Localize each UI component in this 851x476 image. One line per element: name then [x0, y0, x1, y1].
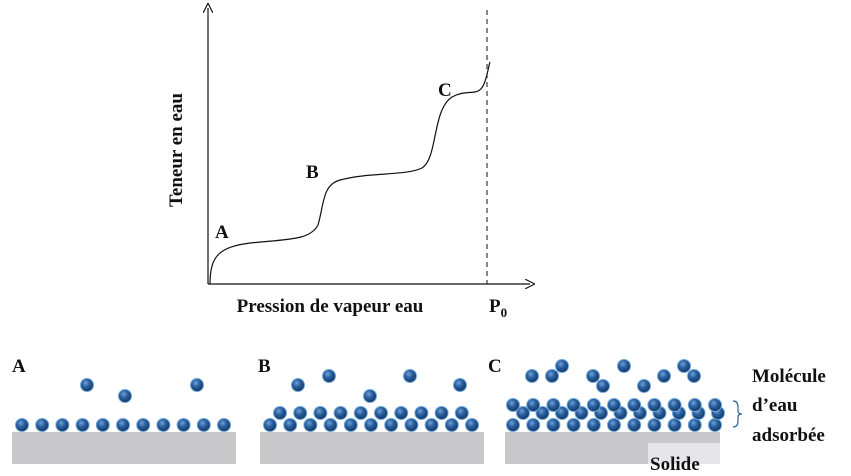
p0-sub: 0	[501, 305, 508, 320]
water-molecule	[196, 418, 211, 432]
water-molecule	[404, 418, 419, 432]
water-molecule	[596, 379, 610, 393]
water-molecule	[647, 418, 662, 432]
panel-label: A	[12, 356, 26, 377]
water-molecule	[687, 398, 702, 412]
legend-text: Molécule	[752, 366, 826, 387]
water-molecule	[80, 378, 94, 392]
water-molecule	[586, 418, 601, 432]
water-molecule	[322, 369, 336, 383]
water-molecule	[333, 406, 348, 420]
water-molecule	[293, 406, 308, 420]
water-molecule	[414, 406, 429, 420]
solid	[260, 432, 484, 464]
water-molecule	[291, 378, 305, 392]
water-molecule	[607, 418, 621, 432]
water-molecule	[434, 406, 449, 420]
water-molecule	[217, 418, 231, 432]
water-molecule	[384, 418, 399, 432]
water-molecule	[273, 406, 287, 420]
water-molecule	[546, 398, 561, 412]
solid	[12, 432, 236, 464]
brace	[732, 400, 743, 428]
water-molecule	[526, 398, 541, 412]
water-molecule	[95, 418, 110, 432]
water-molecule	[394, 406, 409, 420]
water-molecule	[403, 369, 417, 383]
water-molecule	[545, 369, 559, 383]
water-molecule	[444, 418, 459, 432]
water-molecule	[116, 418, 130, 432]
panel-label: C	[488, 356, 502, 377]
water-molecule	[263, 418, 277, 432]
water-molecule	[313, 406, 328, 420]
water-molecule	[75, 418, 90, 432]
water-molecule	[708, 398, 722, 412]
water-molecule	[353, 406, 368, 420]
water-molecule	[687, 418, 702, 432]
panel-label: B	[258, 356, 271, 377]
water-molecule	[687, 369, 701, 383]
water-molecule	[118, 389, 132, 403]
water-molecule	[454, 406, 469, 420]
water-molecule	[35, 418, 50, 432]
water-molecule	[667, 398, 682, 412]
water-molecule	[657, 369, 671, 383]
water-molecule	[627, 398, 642, 412]
water-molecule	[190, 378, 204, 392]
legend-text: adsorbée	[752, 425, 825, 446]
graph: Teneur en eau Pression de vapeur eau P0 …	[166, 8, 530, 320]
p0-label: P0	[489, 296, 507, 320]
point-label: A	[215, 222, 229, 243]
water-molecule	[607, 398, 621, 412]
legend-text: d’eau	[752, 395, 798, 416]
water-molecule	[555, 406, 569, 420]
water-molecule	[708, 418, 722, 432]
water-molecule	[586, 369, 600, 383]
water-molecule	[363, 389, 377, 403]
water-molecule	[526, 418, 541, 432]
water-molecule	[677, 359, 691, 373]
water-molecule	[637, 379, 651, 393]
panels: A B C Molécule d’eau adsorbée Solide	[12, 356, 826, 475]
water-molecule	[647, 398, 662, 412]
water-molecule	[465, 418, 479, 432]
water-molecule	[546, 418, 561, 432]
water-molecule	[525, 369, 539, 383]
water-molecule	[323, 418, 338, 432]
water-molecule	[136, 418, 151, 432]
water-molecule	[374, 406, 388, 420]
point-label: B	[306, 162, 319, 183]
isotherm-curve	[209, 61, 491, 285]
solid-label: Solide	[650, 454, 700, 475]
water-molecule	[667, 418, 682, 432]
water-molecule	[303, 418, 318, 432]
water-molecule	[516, 406, 530, 420]
point-label: C	[438, 80, 452, 101]
water-molecule	[586, 398, 601, 412]
water-molecule	[617, 359, 631, 373]
water-molecule	[555, 359, 569, 373]
water-molecule	[15, 418, 29, 432]
water-molecule	[453, 378, 467, 392]
water-molecule	[283, 418, 298, 432]
y-axis-label: Teneur en eau	[166, 93, 187, 207]
water-molecule	[364, 418, 378, 432]
p0-main: P	[489, 296, 501, 317]
water-molecule	[506, 418, 520, 432]
water-molecule	[176, 418, 191, 432]
water-molecule	[627, 418, 642, 432]
water-molecule	[506, 398, 520, 412]
water-molecule	[156, 418, 171, 432]
x-axis-label: Pression de vapeur eau	[237, 296, 424, 317]
water-molecule	[566, 398, 581, 412]
water-molecule	[566, 418, 581, 432]
water-molecule	[535, 406, 550, 420]
water-molecule	[424, 418, 439, 432]
water-molecule	[343, 418, 358, 432]
solid-label-bg	[648, 443, 720, 464]
water-molecule	[55, 418, 70, 432]
